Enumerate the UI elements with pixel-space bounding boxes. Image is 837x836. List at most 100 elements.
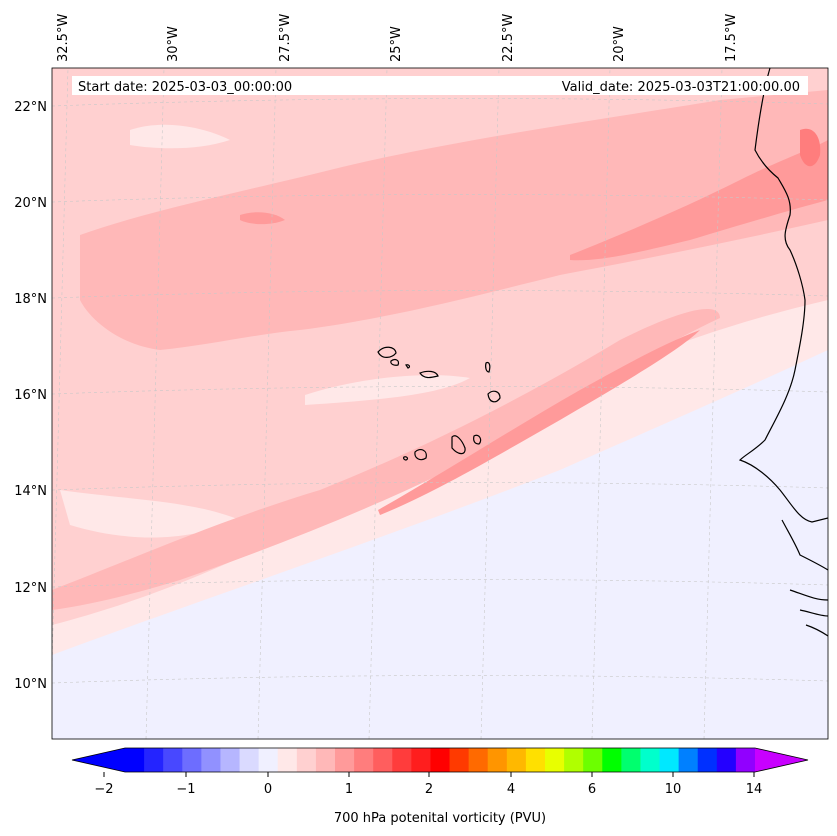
island-sao-nicolau — [419, 370, 439, 379]
colorbar-label: 700 hPa potenital vorticity (PVU) — [334, 811, 546, 826]
colorbar-cell — [678, 748, 699, 772]
colorbar-cell — [144, 748, 164, 772]
pv-streak-upper — [570, 140, 828, 261]
lon-label: 27.5°W — [278, 14, 293, 62]
island-santa-luzia — [405, 364, 411, 369]
colorbar-cell — [315, 748, 336, 772]
lat-label: 18°N — [14, 292, 47, 307]
parallel-line — [52, 482, 828, 491]
colorbar-cell — [602, 748, 622, 772]
lat-label: 22°N — [14, 100, 47, 115]
island-boa-vista — [487, 390, 501, 403]
colorbar-outline — [71, 747, 809, 773]
pv-light-patch-5 — [130, 124, 230, 149]
colorbar-cell — [335, 748, 355, 772]
colorbar-cell — [583, 748, 603, 772]
pv-max-spot — [800, 128, 821, 167]
colorbar-tick-label: 1 — [345, 782, 353, 797]
colorbar-tick-label: 0 — [264, 782, 272, 797]
map-frame — [51, 67, 829, 740]
island-brava — [403, 456, 409, 461]
graticule — [52, 68, 828, 739]
lat-label: 10°N — [14, 677, 47, 692]
colorbar-tick-label: 6 — [588, 782, 596, 797]
colorbar-cell — [659, 748, 680, 772]
parallel-line — [52, 386, 828, 395]
colorbar-cell — [182, 748, 202, 772]
colorbar-cell — [296, 748, 317, 772]
island-santiago — [451, 435, 466, 455]
lon-label: 25°W — [389, 26, 404, 62]
pv-band-lower — [52, 309, 720, 610]
pv-streak-lower — [378, 330, 700, 515]
info-bar — [72, 76, 808, 95]
pv-spot-small — [240, 212, 285, 225]
valid-date-label: Valid_date: 2025-03-03T21:00:00.00 — [562, 80, 800, 95]
colorbar: −2 −1 0 1 2 4 6 10 14 700 hPa potenital vorticit… — [71, 747, 809, 826]
colorbar-cell — [640, 748, 661, 772]
colorbar-ticks: −2 −1 0 1 2 4 6 10 14 — [94, 772, 762, 797]
colorbar-tick-label: 2 — [425, 782, 433, 797]
meridian-line — [591, 68, 611, 739]
parallel-line — [52, 290, 828, 299]
cape-verde-islands — [377, 346, 501, 461]
parallel-line — [52, 675, 828, 684]
lat-label: 14°N — [14, 484, 47, 499]
colorbar-cell — [449, 748, 470, 772]
colorbar-cell — [621, 748, 641, 772]
lat-labels: 22°N 20°N 18°N 16°N 14°N 12°N 10°N — [14, 100, 47, 692]
colorbar-cell — [125, 748, 145, 772]
pv-band-upper — [80, 90, 828, 350]
parallel-line — [52, 98, 828, 107]
colorbar-cell — [735, 748, 756, 772]
colorbar-cell — [354, 748, 374, 772]
island-sal — [485, 361, 491, 373]
island-santo-antao — [377, 346, 397, 358]
colorbar-tick-label: 4 — [507, 782, 515, 797]
colorbar-tick-label: −2 — [94, 782, 113, 797]
colorbar-cell — [201, 748, 221, 772]
parallel-line — [52, 579, 828, 588]
colorbar-cell — [697, 748, 718, 772]
colorbar-cells — [125, 748, 756, 772]
colorbar-cell — [411, 748, 431, 772]
colorbar-cell — [258, 748, 279, 772]
colorbar-cell — [545, 748, 565, 772]
meridian-line — [480, 68, 500, 739]
lat-label: 16°N — [14, 388, 47, 403]
colorbar-tick-label: −1 — [176, 782, 195, 797]
colorbar-cell — [525, 748, 546, 772]
colorbar-tick-label: 10 — [665, 782, 682, 797]
meridian-line — [703, 68, 723, 739]
parallel-line — [52, 194, 828, 203]
meridian-line — [368, 68, 388, 739]
island-fogo — [414, 448, 427, 461]
colorbar-cell — [430, 748, 451, 772]
pv-light-patch-4 — [60, 490, 240, 538]
lon-label: 17.5°W — [724, 14, 739, 62]
meridian-line — [145, 68, 165, 739]
map-panel — [52, 68, 828, 739]
colorbar-cell — [564, 748, 584, 772]
colorbar-over-arrow — [755, 748, 808, 772]
colorbar-cell — [487, 748, 508, 772]
colorbar-under-arrow — [72, 748, 125, 772]
lat-label: 20°N — [14, 196, 47, 211]
island-sao-vicente — [390, 359, 400, 366]
colorbar-cell — [716, 748, 737, 772]
meridian-line — [52, 68, 69, 676]
colorbar-tick-label: 14 — [746, 782, 763, 797]
lon-label: 20°W — [612, 26, 627, 62]
africa-coast-south — [781, 519, 828, 637]
colorbar-cell — [506, 748, 527, 772]
colorbar-cell — [468, 748, 489, 772]
lat-label: 12°N — [14, 581, 47, 596]
meridian-line — [257, 68, 277, 739]
colorbar-cell — [239, 748, 260, 772]
lon-label: 22.5°W — [501, 14, 516, 62]
lon-labels: 32.5°W 30°W 27.5°W 25°W 22.5°W 20°W 17.5… — [56, 14, 739, 62]
colorbar-cell — [373, 748, 393, 772]
africa-coastline — [738, 68, 828, 523]
lon-label: 30°W — [166, 26, 181, 62]
